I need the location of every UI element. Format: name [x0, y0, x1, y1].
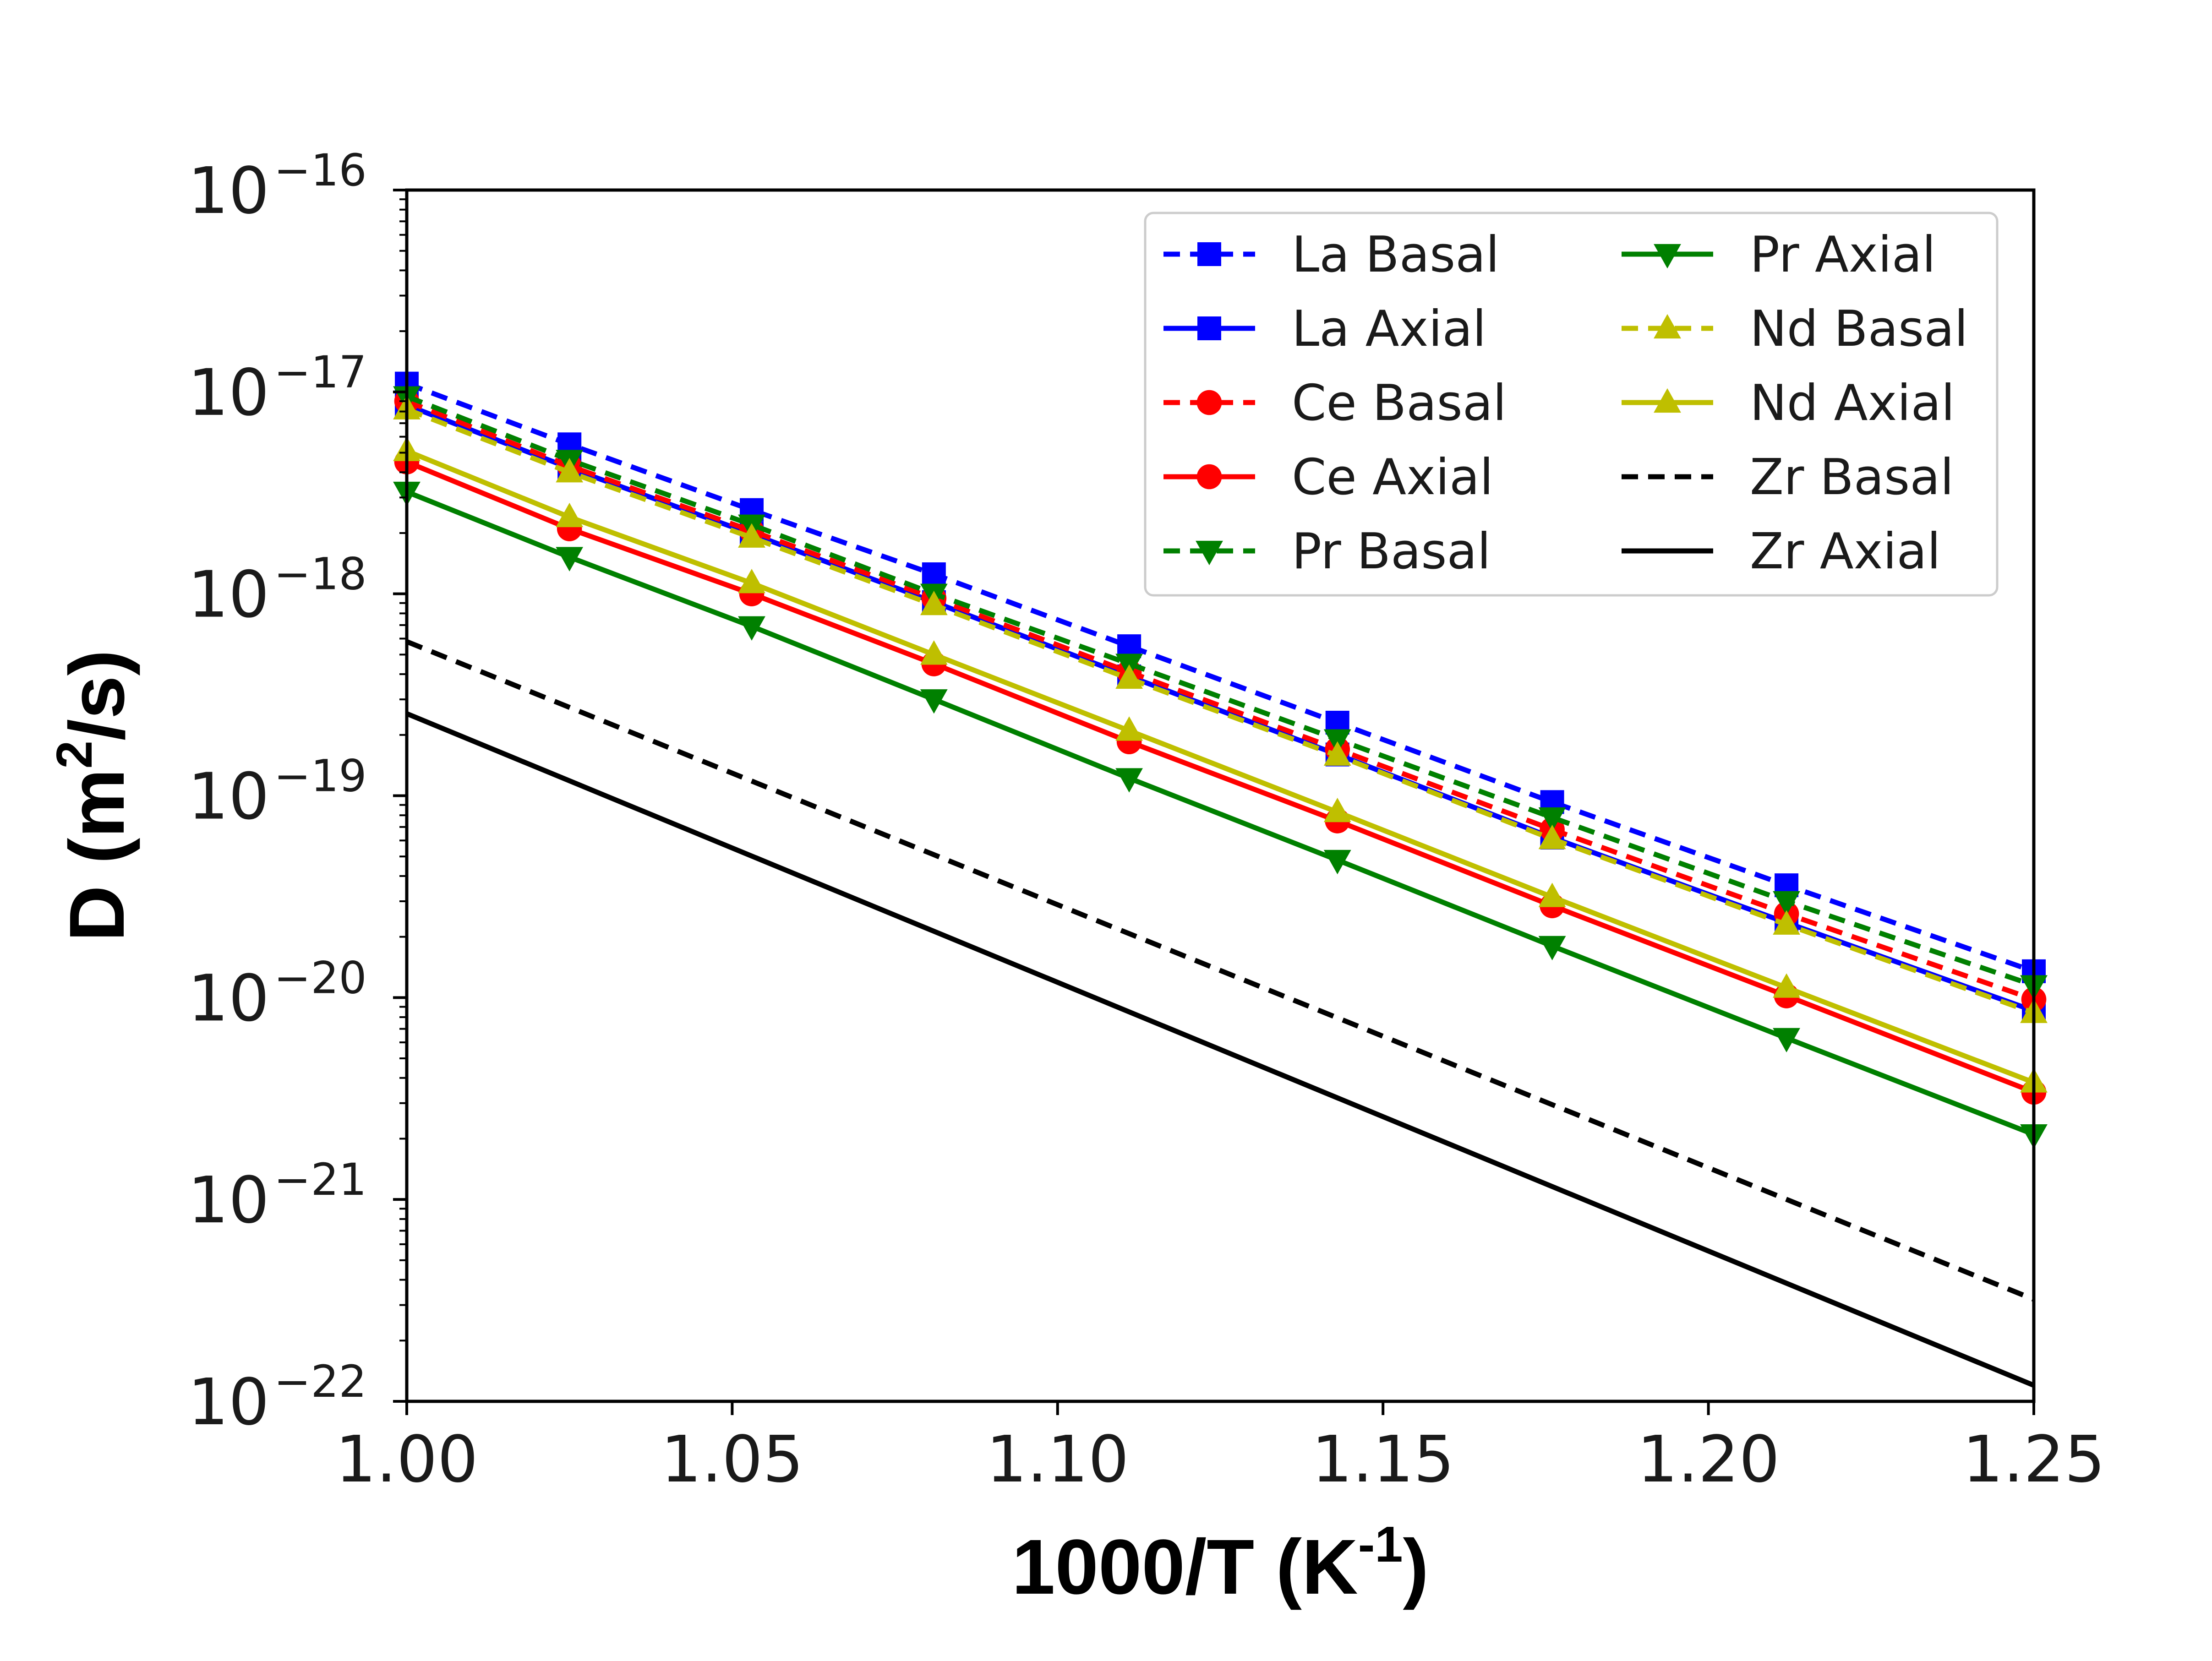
legend-entry: Zr Axial [1622, 523, 1941, 580]
data-point [1538, 824, 1566, 850]
data-point [1115, 768, 1143, 793]
series-line [405, 639, 2035, 1302]
x-axis-title: 1000/T (K-1) [1012, 1516, 1429, 1611]
data-point [1117, 634, 1142, 659]
data-point [920, 640, 948, 665]
y-tick-exponent: −17 [274, 347, 367, 398]
data-point [922, 562, 946, 586]
series-la-basal [395, 371, 2046, 983]
data-point [1773, 973, 1800, 998]
x-tick-label: 1.25 [1962, 1422, 2105, 1497]
legend-label: Ce Axial [1292, 449, 1493, 506]
y-tick-label: 10 [188, 356, 269, 430]
series-pr-axial [393, 481, 2048, 1149]
legend-label: Zr Axial [1750, 523, 1941, 580]
data-point [1538, 807, 1566, 832]
legend-entry: Zr Basal [1622, 449, 1954, 506]
data-point [920, 590, 948, 615]
series-zr-axial [405, 711, 2035, 1388]
legend-box [1144, 212, 1999, 597]
y-axis-title: D (m2/s) [46, 650, 141, 942]
legend-marker [1196, 390, 1222, 415]
data-point [1323, 850, 1351, 875]
legend-entry: Ce Basal [1163, 375, 1507, 432]
data-point [1323, 797, 1351, 822]
data-point [1325, 711, 1349, 735]
legend-label: Nd Basal [1750, 300, 1968, 358]
data-point [1323, 741, 1351, 766]
data-point [738, 616, 765, 641]
x-tick-label: 1.20 [1637, 1422, 1780, 1497]
legend-marker [1196, 540, 1223, 566]
legend-entry: Ce Axial [1163, 449, 1493, 506]
data-point [738, 523, 765, 548]
data-point [920, 689, 948, 714]
legend-label: La Basal [1292, 226, 1499, 283]
series-zr-basal [405, 639, 2035, 1302]
legend-label: Zr Basal [1750, 449, 1954, 506]
legend-entry: Pr Axial [1622, 226, 1936, 283]
data-point [556, 547, 584, 572]
legend-label: Nd Axial [1750, 375, 1955, 432]
legend-entry: La Basal [1163, 226, 1499, 283]
series-line [405, 711, 2035, 1388]
series-layer [393, 371, 2048, 1388]
data-point [1773, 891, 1800, 916]
legend-marker [1196, 464, 1222, 490]
y-tick-exponent: −22 [274, 1356, 367, 1407]
legend-marker [1654, 244, 1681, 269]
y-tick-exponent: −19 [274, 751, 367, 802]
x-tick-label: 1.10 [986, 1422, 1129, 1497]
y-tick-exponent: −20 [274, 952, 367, 1003]
y-tick-exponent: −21 [274, 1154, 367, 1205]
x-tick-label: 1.00 [335, 1422, 478, 1497]
legend-entry: Pr Basal [1163, 523, 1491, 580]
y-tick-exponent: −16 [274, 145, 367, 196]
legend-marker [1197, 316, 1221, 340]
axis-titles: 1000/T (K-1) D (m2/s) [46, 650, 1429, 1611]
legend-label: Ce Basal [1292, 375, 1507, 432]
data-point [738, 569, 765, 594]
legend-entry: Nd Axial [1622, 375, 1955, 432]
y-tick-label: 10 [188, 760, 269, 834]
y-tick-label: 10 [188, 1163, 269, 1238]
legend-label: Pr Axial [1750, 226, 1936, 283]
legend: La Basal La Axial Ce Basal Ce Axial Pr Basal… [1144, 212, 1999, 597]
series-nd-axial [393, 436, 2048, 1093]
x-tick-label: 1.15 [1311, 1422, 1454, 1497]
legend-entry: La Axial [1163, 300, 1486, 358]
legend-label: Pr Basal [1292, 523, 1491, 580]
y-tick-label: 10 [188, 1365, 269, 1440]
data-point [556, 502, 584, 528]
legend-marker [1654, 388, 1681, 413]
data-point [1538, 936, 1566, 961]
data-point [1115, 664, 1143, 689]
y-tick-exponent: −18 [274, 549, 367, 600]
legend-marker [1654, 314, 1681, 339]
data-point [1538, 882, 1566, 907]
y-tick-label: 10 [188, 961, 269, 1036]
y-tick-label: 10 [188, 154, 269, 229]
data-point [1115, 716, 1143, 741]
data-point [1773, 910, 1800, 935]
y-tick-label: 10 [188, 558, 269, 632]
legend-entry: Nd Basal [1622, 300, 1968, 358]
x-tick-label: 1.05 [661, 1422, 804, 1497]
series-line [405, 394, 2035, 988]
legend-label: La Axial [1292, 300, 1486, 358]
series-line [406, 381, 2035, 974]
data-point [556, 458, 584, 483]
legend-marker [1197, 242, 1221, 266]
data-point [1773, 1028, 1800, 1052]
